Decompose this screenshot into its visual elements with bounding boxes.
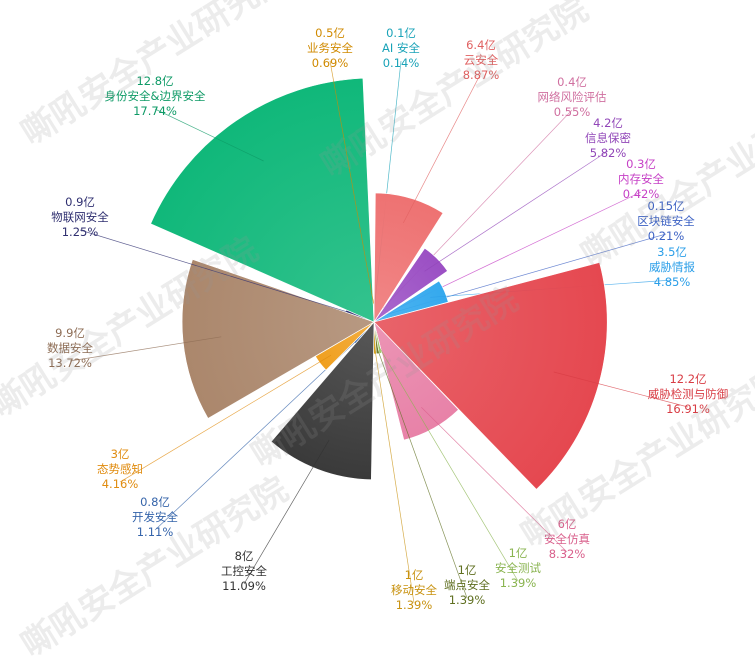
slice-percent-移动安全: 1.39% <box>396 598 433 612</box>
slice-name-威胁情报: 威胁情报 <box>649 260 695 274</box>
slice-value-云安全: 6.4亿 <box>466 38 496 52</box>
slice-name-网络风险评估: 网络风险评估 <box>538 90 607 104</box>
slice-value-内存安全: 0.3亿 <box>626 157 656 171</box>
slice-value-移动安全: 1亿 <box>405 568 424 582</box>
slice-name-安全测试: 安全测试 <box>495 561 541 575</box>
slice-value-威胁情报: 3.5亿 <box>657 245 687 259</box>
slice-value-AI 安全: 0.1亿 <box>386 26 416 40</box>
slice-name-移动安全: 移动安全 <box>391 583 437 597</box>
slice-percent-态势感知: 4.16% <box>102 477 139 491</box>
slice-value-开发安全: 0.8亿 <box>140 495 170 509</box>
slice-name-区块链安全: 区块链安全 <box>637 214 695 228</box>
leader-line-信息保密 <box>425 151 609 271</box>
slice-percent-物联网安全: 1.25% <box>62 225 99 239</box>
slice-value-数据安全: 9.9亿 <box>55 326 85 340</box>
slice-percent-网络风险评估: 0.55% <box>554 105 591 119</box>
slice-value-网络风险评估: 0.4亿 <box>557 75 587 89</box>
slice-percent-工控安全: 11.09% <box>222 579 266 593</box>
slice-value-区块链安全: 0.15亿 <box>647 199 684 213</box>
slice-value-威胁检测与防御: 12.2亿 <box>669 372 706 386</box>
slice-value-物联网安全: 0.9亿 <box>65 195 95 209</box>
slice-value-安全仿真: 6亿 <box>558 517 577 531</box>
leader-line-云安全 <box>403 73 481 223</box>
slice-percent-威胁情报: 4.85% <box>654 275 691 289</box>
slice-percent-信息保密: 5.82% <box>590 146 627 160</box>
slice-name-AI 安全: AI 安全 <box>382 41 420 55</box>
slice-name-云安全: 云安全 <box>464 53 499 67</box>
slice-name-开发安全: 开发安全 <box>132 510 178 524</box>
slice-value-安全测试: 1亿 <box>509 546 528 560</box>
slice-name-信息保密: 信息保密 <box>585 131 631 145</box>
leader-line-工控安全 <box>244 440 329 584</box>
slice-name-物联网安全: 物联网安全 <box>51 210 109 224</box>
slice-value-端点安全: 1亿 <box>458 563 477 577</box>
slice-name-威胁检测与防御: 威胁检测与防御 <box>648 387 729 401</box>
slice-name-工控安全: 工控安全 <box>221 564 267 578</box>
slice-name-身份安全&边界安全: 身份安全&边界安全 <box>105 89 206 103</box>
slice-name-态势感知: 态势感知 <box>97 462 143 476</box>
slice-percent-AI 安全: 0.14% <box>383 56 420 70</box>
slice-name-内存安全: 内存安全 <box>618 172 664 186</box>
slice-percent-区块链安全: 0.21% <box>648 229 685 243</box>
slice-percent-云安全: 8.87% <box>463 68 500 82</box>
slice-name-数据安全: 数据安全 <box>47 341 93 355</box>
slice-value-身份安全&边界安全: 12.8亿 <box>136 74 173 88</box>
slice-percent-安全仿真: 8.32% <box>549 547 586 561</box>
slice-name-安全仿真: 安全仿真 <box>544 532 590 546</box>
slice-name-端点安全: 端点安全 <box>444 578 490 592</box>
slice-value-态势感知: 3亿 <box>111 447 130 461</box>
slice-percent-安全测试: 1.39% <box>500 576 537 590</box>
slice-percent-数据安全: 13.72% <box>48 356 92 370</box>
slice-percent-身份安全&边界安全: 17.74% <box>133 104 177 118</box>
slice-name-业务安全: 业务安全 <box>307 41 353 55</box>
slice-percent-开发安全: 1.11% <box>137 525 174 539</box>
slice-percent-威胁检测与防御: 16.91% <box>666 402 710 416</box>
slice-percent-业务安全: 0.69% <box>312 56 349 70</box>
slice-value-信息保密: 4.2亿 <box>593 116 623 130</box>
slice-percent-端点安全: 1.39% <box>449 593 486 607</box>
slice-value-工控安全: 8亿 <box>235 549 254 563</box>
slice-value-业务安全: 0.5亿 <box>315 26 345 40</box>
slice-label-AI 安全: 0.1亿AI 安全0.14% <box>382 26 420 70</box>
